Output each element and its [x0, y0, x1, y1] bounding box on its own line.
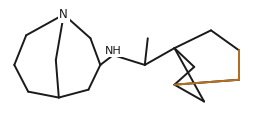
Text: NH: NH	[104, 46, 121, 56]
Text: N: N	[59, 8, 68, 21]
